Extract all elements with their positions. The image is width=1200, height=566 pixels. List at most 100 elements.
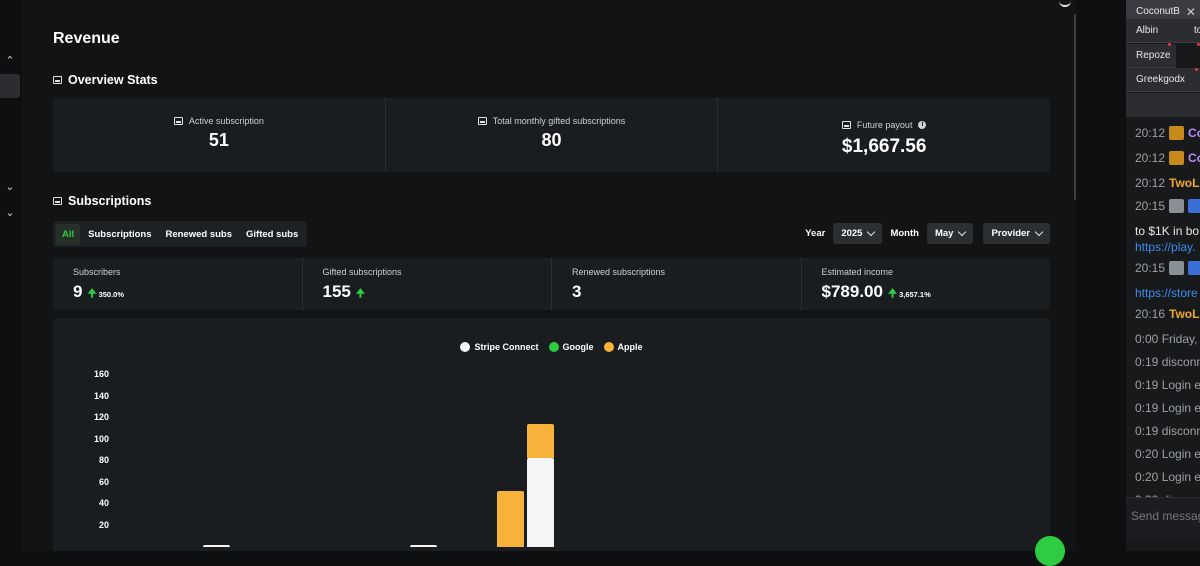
stat-label: Future payout xyxy=(856,120,913,130)
stat-label: Estimated income xyxy=(821,267,894,277)
unread-dot xyxy=(1197,43,1200,46)
overview-section-title: Overview Stats xyxy=(53,73,158,87)
chat-message: to $1K in bo xyxy=(1135,224,1199,238)
message-text: 0:00 Friday, xyxy=(1135,332,1198,346)
user-badge-icon xyxy=(1188,199,1200,213)
message-time: 20:12 xyxy=(1135,176,1166,190)
legend-dot xyxy=(460,342,471,352)
subscriptions-title-text: Subscriptions xyxy=(68,194,152,208)
chat-panel: CoconutB ✕ Albin to Repoze Greekgodx 20:1… xyxy=(1126,0,1200,551)
user-badge-icon xyxy=(1169,126,1185,140)
stat-value: 51 xyxy=(208,130,229,150)
chat-message: https://store xyxy=(1135,286,1198,300)
username[interactable]: Co xyxy=(1188,151,1200,165)
subscriptions-section-title: Subscriptions xyxy=(53,194,151,208)
stat-label: Gifted subscriptions xyxy=(322,267,402,277)
stat-value: $1,667.56 xyxy=(841,136,927,157)
y-tick-label: 80 xyxy=(98,455,109,465)
tab-gifted-subs[interactable]: Gifted subs xyxy=(246,228,299,240)
chat-message: 20:12 Co xyxy=(1135,126,1200,140)
message-time: 20:15 xyxy=(1135,261,1166,275)
provider-select[interactable]: Provider xyxy=(983,223,1050,244)
chat-message: 0:19 Login e xyxy=(1135,378,1200,392)
overview-title-text: Overview Stats xyxy=(68,73,158,87)
info-icon[interactable]: i xyxy=(918,121,927,129)
chat-message: 20:12TwoLe xyxy=(1135,176,1200,190)
subscriptions-chart: Stripe Connect Google Apple 20 40 60 80 100 1… xyxy=(53,318,1050,551)
chevron-down-icon[interactable]: ⌄ xyxy=(5,207,15,219)
chat-message: 20:15 xyxy=(1135,199,1200,213)
message-text: 0:20 Login e xyxy=(1135,470,1200,484)
stat-value: 155 xyxy=(322,282,351,301)
stat-card-payout: Future payout i $1,667.56 xyxy=(718,98,1050,172)
month-value: May xyxy=(934,228,954,239)
overview-stats: Active subscription 51 Total monthly gif… xyxy=(53,98,1050,172)
bar-segment-stripe[interactable] xyxy=(527,457,554,547)
month-select[interactable]: May xyxy=(926,223,974,244)
chart-legend: Stripe Connect Google Apple xyxy=(53,342,1050,352)
bar-segment-apple[interactable] xyxy=(497,491,524,547)
chat-message: 20:12 Co xyxy=(1135,151,1200,165)
chat-tab-greekgodx[interactable]: Greekgodx xyxy=(1126,68,1200,92)
y-tick-label: 60 xyxy=(98,476,109,487)
stat-value: 3 xyxy=(572,282,582,301)
year-select[interactable]: 2025 xyxy=(833,223,883,244)
chat-tab-albin[interactable]: Albin xyxy=(1126,19,1176,43)
bar-segment-stripe[interactable] xyxy=(410,545,437,547)
y-tick-label: 100 xyxy=(93,433,109,444)
chevron-down-icon xyxy=(958,227,967,237)
chat-header xyxy=(1126,93,1200,117)
help-button[interactable] xyxy=(1035,536,1065,566)
chevron-up-icon[interactable]: ⌃ xyxy=(5,55,15,67)
username[interactable]: TwoLe xyxy=(1169,176,1200,190)
legend-item-google[interactable]: Google xyxy=(548,342,594,352)
chevron-down-icon xyxy=(867,227,876,237)
unread-dot xyxy=(1168,43,1171,46)
message-time: 20:12 xyxy=(1135,126,1166,140)
y-tick-label: 120 xyxy=(93,412,109,422)
legend-item-apple[interactable]: Apple xyxy=(603,342,643,352)
rail-selected-item[interactable] xyxy=(0,74,20,98)
main-scrollbar[interactable] xyxy=(1074,14,1077,200)
chevron-down-icon[interactable]: ⌄ xyxy=(5,181,15,193)
chart-icon xyxy=(173,117,183,125)
stat-renewed: Renewed subscriptions 3 xyxy=(552,258,802,310)
message-time: 20:15 xyxy=(1135,199,1166,213)
chevron-down-icon xyxy=(1034,227,1044,237)
tab-all[interactable]: All xyxy=(56,223,81,245)
unread-dot xyxy=(1195,68,1198,71)
close-icon[interactable]: ✕ xyxy=(1185,4,1196,19)
message-time: 20:12 xyxy=(1135,151,1166,165)
legend-dot xyxy=(603,342,614,352)
bar-segment-apple[interactable] xyxy=(527,424,554,458)
chat-message: 0:19 Login e xyxy=(1135,401,1200,415)
stat-label: Subscribers xyxy=(73,267,121,277)
top-icon xyxy=(1059,0,1071,7)
chat-tab-repoze[interactable]: Repoze xyxy=(1126,44,1176,68)
message-text: to $1K in bo xyxy=(1135,224,1200,238)
legend-item-stripe[interactable]: Stripe Connect xyxy=(460,342,539,352)
stats-icon xyxy=(53,197,62,205)
message-link[interactable]: https://store xyxy=(1135,286,1198,300)
stat-card-active: Active subscription 51 xyxy=(53,98,386,172)
stat-gifted: Gifted subscriptions 155 🠉 xyxy=(303,258,552,310)
left-rail: ⌃ ⌄ ⌄ xyxy=(0,0,22,551)
username[interactable]: TwoLe xyxy=(1169,307,1200,321)
message-time: 20:16 xyxy=(1135,307,1166,321)
user-badge-icon xyxy=(1169,151,1185,165)
message-link[interactable]: https://play. xyxy=(1135,240,1196,254)
chat-input[interactable]: Send message xyxy=(1126,497,1200,538)
bar-segment-stripe[interactable] xyxy=(203,545,230,547)
user-badge-icon xyxy=(1188,261,1200,275)
chat-tab-to[interactable]: to xyxy=(1176,19,1200,43)
tab-label: Repoze xyxy=(1136,50,1171,61)
tab-renewed-subs[interactable]: Renewed subs xyxy=(165,228,233,240)
message-text: 0:19 Login e xyxy=(1135,378,1200,392)
username[interactable]: Co xyxy=(1188,126,1200,140)
tab-subscriptions[interactable]: Subscriptions xyxy=(88,228,152,240)
tab-label: Albin xyxy=(1136,25,1159,36)
subscription-tabs: All Subscriptions Renewed subs Gifted su… xyxy=(53,221,308,247)
chat-message: 0:19 disconn xyxy=(1135,424,1200,438)
stat-income: Estimated income $789.00 🠉 3,657.1% xyxy=(802,258,1051,310)
year-label: Year xyxy=(805,228,826,239)
